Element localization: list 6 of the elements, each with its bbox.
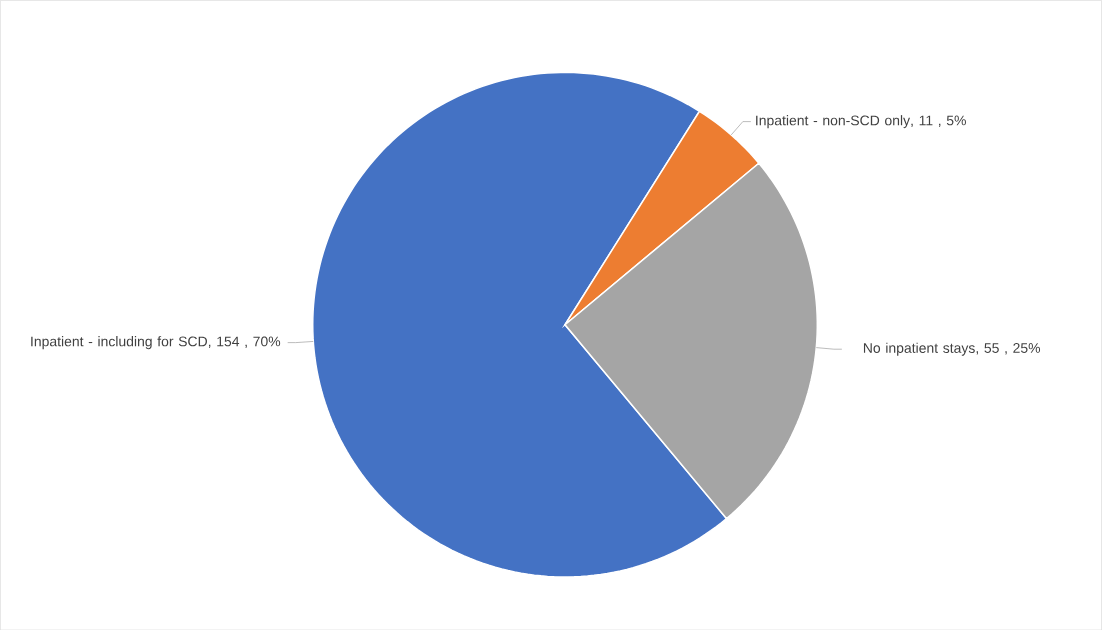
data-label: , 154 , 70% [208,336,281,348]
slice-label: Inpatient - including for SCD [31,335,207,349]
data-label: , 55 , 25% [976,342,1041,355]
slice-label: Inpatient - non-SCD only [756,114,911,128]
legend-label: No inpatient stays [863,342,975,356]
data-label: , 11 , 5% [911,115,966,127]
